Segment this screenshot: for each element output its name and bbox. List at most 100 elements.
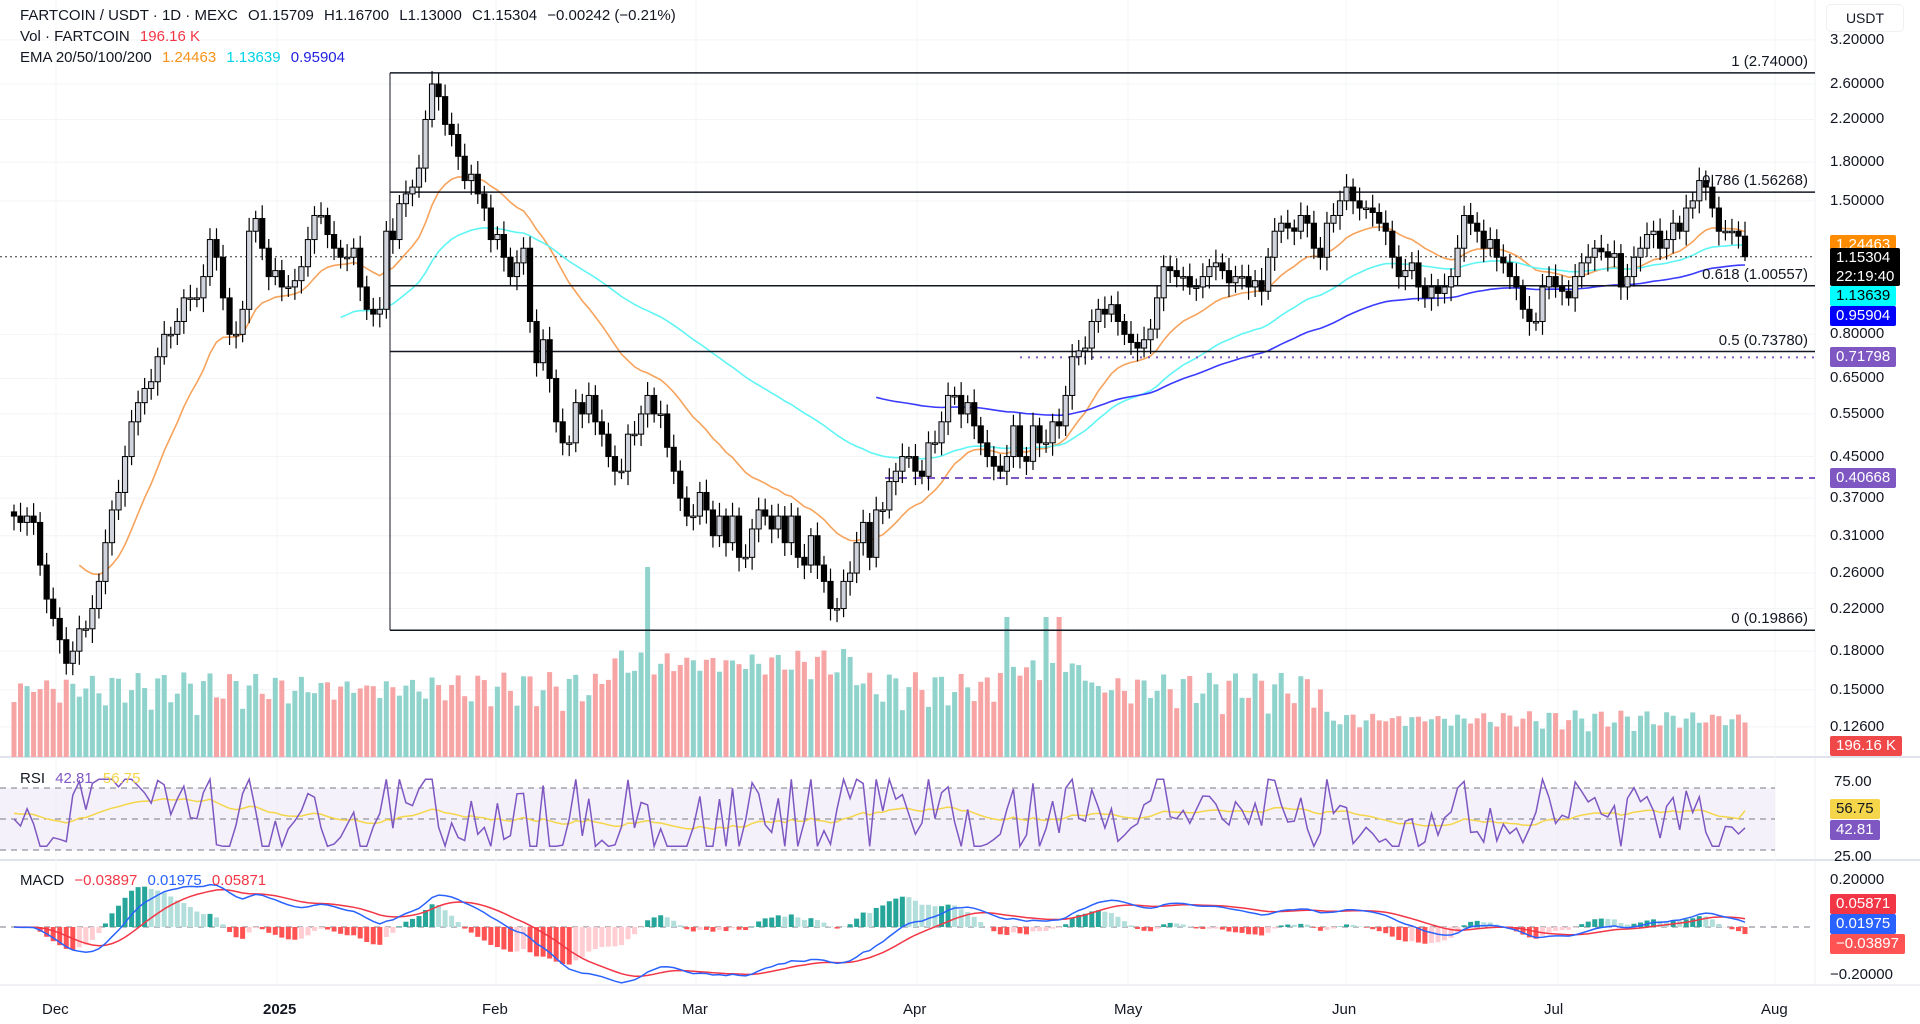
macd-label[interactable]: MACD — [20, 872, 65, 889]
volume-bar — [1272, 684, 1278, 757]
candle-body — [1304, 214, 1311, 224]
volume-bar — [1383, 721, 1389, 757]
rsi-label[interactable]: RSI — [20, 770, 46, 787]
macd-histogram-bar — [762, 918, 768, 927]
volume-bar — [867, 672, 873, 757]
volume-bar — [259, 693, 265, 757]
volume-bar — [854, 685, 860, 757]
volume-bar — [1023, 667, 1029, 757]
macd-histogram-bar — [331, 927, 337, 932]
price-tick: 3.20000 — [1830, 30, 1885, 48]
volume-bar — [1722, 725, 1728, 757]
candle-body — [1467, 214, 1474, 224]
volume-bar — [1553, 713, 1559, 757]
candle-body — [1075, 350, 1082, 358]
macd-histogram-bar — [1063, 924, 1069, 927]
candle-body — [1611, 253, 1618, 258]
macd-histogram-bar — [462, 927, 468, 929]
symbol-title[interactable]: FARTCOIN / USDT · 1D · MEXC — [20, 7, 238, 24]
candle-body — [1206, 266, 1213, 278]
rsi-value-tag: 42.81 — [1830, 820, 1880, 840]
candle-body — [1245, 276, 1252, 288]
volume-bar — [873, 694, 879, 757]
volume-bar — [625, 672, 631, 757]
volume-bar — [1533, 721, 1539, 757]
volume-bar — [762, 674, 768, 757]
macd-histogram-bar — [1363, 927, 1369, 928]
volume-bar — [1324, 711, 1330, 757]
volume-bar — [723, 660, 729, 757]
volume-bar — [50, 688, 56, 757]
candle-body — [206, 239, 214, 278]
macd-histogram-bar — [1559, 927, 1565, 931]
candle-body — [1140, 339, 1148, 349]
macd-histogram-bar — [854, 918, 860, 927]
volume-bar — [893, 678, 899, 757]
fib-label: 0.786 (1.56268) — [1702, 172, 1808, 190]
macd-histogram-bar — [599, 927, 605, 948]
macd-histogram-bar — [305, 927, 311, 936]
volume-bar — [220, 698, 226, 757]
volume-bar — [1402, 725, 1408, 757]
candle-body — [1650, 230, 1657, 236]
macd-histogram-bar — [279, 927, 285, 938]
candle-body — [324, 214, 331, 236]
candle-body — [108, 509, 116, 544]
volume-bar — [1670, 715, 1676, 757]
volume-bar — [44, 680, 50, 757]
volume-bar — [886, 674, 892, 757]
candle-body — [1702, 180, 1709, 188]
macd-histogram-bar — [207, 913, 213, 927]
volume-label[interactable]: Vol · FARTCOIN — [20, 28, 130, 45]
currency-button[interactable]: USDT — [1826, 4, 1904, 32]
macd-histogram-bar — [449, 915, 455, 927]
candle-body — [833, 608, 841, 611]
macd-histogram-bar — [1677, 920, 1683, 927]
high-value: H1.16700 — [324, 7, 390, 24]
ema-label[interactable]: EMA 20/50/100/200 — [20, 49, 152, 66]
candle-body — [1434, 286, 1442, 294]
volume-bar — [266, 699, 272, 757]
volume-bar — [135, 673, 141, 757]
macd-histogram-bar — [1298, 923, 1304, 927]
volume-bar — [808, 679, 814, 757]
candle-body — [984, 442, 991, 458]
candle-body — [481, 193, 488, 209]
volume-bar — [1579, 718, 1585, 757]
volume-bar — [1611, 722, 1617, 757]
volume-bar — [1135, 679, 1141, 757]
candle-body — [1741, 235, 1749, 258]
macd-histogram-bar — [1278, 925, 1284, 927]
macd-histogram-bar — [390, 927, 396, 933]
candle-body — [1219, 262, 1226, 272]
volume-bar — [971, 701, 977, 757]
volume-bar — [514, 705, 520, 757]
candle-body — [1088, 320, 1095, 349]
candle-body — [513, 262, 521, 278]
volume-bar — [1180, 679, 1186, 757]
candle-body — [1656, 230, 1664, 249]
volume-bar — [1716, 716, 1722, 757]
candle-body — [1389, 230, 1396, 258]
macd-histogram-bar — [266, 927, 272, 933]
candle-body — [683, 497, 690, 517]
candle-body — [814, 535, 821, 566]
candle-body — [1317, 247, 1324, 258]
volume-bar — [939, 676, 945, 757]
candle-body — [383, 230, 390, 310]
candle-body — [592, 394, 599, 423]
macd-histogram-bar — [1115, 916, 1121, 927]
volume-bar — [1389, 718, 1395, 757]
volume-bar — [338, 686, 344, 757]
candle-body — [572, 402, 579, 444]
macd-histogram-bar — [213, 917, 219, 927]
volume-bar — [1102, 692, 1108, 757]
candle-body — [1127, 333, 1135, 343]
candle-body — [703, 491, 710, 511]
macd-histogram-bar — [912, 900, 918, 927]
candle-body — [886, 481, 893, 511]
candle-body — [794, 515, 801, 558]
candle-body — [102, 542, 109, 582]
